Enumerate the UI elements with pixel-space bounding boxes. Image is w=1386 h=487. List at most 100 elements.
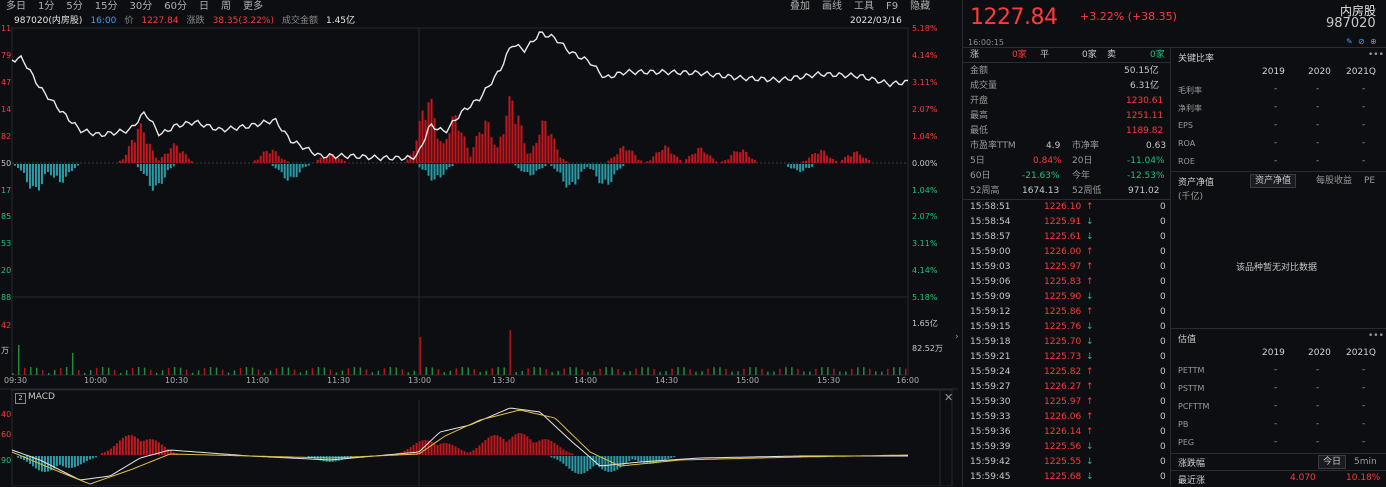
macd-bar: [76, 456, 79, 466]
flow-bar: [298, 164, 301, 173]
empty-cell: -: [1316, 383, 1320, 393]
edit-icon[interactable]: ✎: [1346, 37, 1353, 46]
flow-bar: [613, 164, 616, 175]
5min-button[interactable]: 5min: [1354, 457, 1377, 467]
link-icon[interactable]: ⊘: [1358, 37, 1365, 46]
up-arrow-icon: ↑: [1086, 247, 1094, 257]
today-button[interactable]: 今日: [1318, 455, 1347, 469]
tick-vol: 0: [1160, 397, 1166, 407]
flow-bar: [526, 164, 529, 172]
tab-5min[interactable]: 5分: [66, 1, 83, 12]
draw-line-button[interactable]: 画线: [822, 1, 842, 12]
flow-bar: [679, 159, 682, 163]
volume-bar: [455, 368, 458, 375]
eps-tab-button[interactable]: 每股收益: [1316, 176, 1353, 186]
nav-unit: (千亿): [1178, 192, 1204, 202]
flow-bar: [565, 164, 568, 188]
flow-bar: [712, 158, 715, 163]
tab-more[interactable]: 更多: [242, 1, 263, 12]
tick-time: 15:58:54: [970, 217, 1011, 227]
flow-bar: [268, 153, 271, 163]
fin-metric: 净利率: [1178, 104, 1202, 113]
volume-bar: [707, 368, 709, 375]
macd-bar: [610, 456, 613, 472]
tick-price: 1225.70: [1044, 337, 1082, 347]
flow-bar: [520, 125, 523, 163]
depth-down-vol: 0家: [1150, 50, 1165, 60]
pct-tick: 5.18%: [912, 24, 938, 33]
volume-bar: [137, 367, 140, 375]
volume-bar: [701, 371, 703, 375]
flow-bar: [532, 145, 535, 163]
macd-bar: [592, 456, 595, 467]
intraday-chart[interactable]: [0, 0, 958, 486]
flow-bar: [502, 134, 505, 163]
volume-bar: [329, 369, 332, 375]
flow-bar: [427, 164, 430, 176]
collapse-panel-icon[interactable]: ›: [955, 332, 959, 342]
macd-bar: [556, 445, 559, 455]
flow-bar: [493, 144, 496, 163]
time-tick: 10:00: [84, 376, 108, 385]
flow-bar: [130, 139, 133, 163]
up-arrow-icon: ↑: [1086, 277, 1094, 287]
overlay-button[interactable]: 叠加: [790, 1, 810, 12]
more-icon[interactable]: •••: [1368, 50, 1384, 60]
tab-15min[interactable]: 15分: [94, 1, 118, 12]
flow-bar: [580, 164, 583, 172]
flow-bar: [433, 118, 436, 163]
tools-button[interactable]: 工具: [854, 1, 874, 12]
pe-tab-button[interactable]: PE: [1364, 176, 1376, 186]
more-icon[interactable]: •••: [1368, 331, 1384, 341]
flow-bar: [547, 135, 550, 163]
flow-bar: [256, 159, 259, 163]
volume-bar: [389, 367, 392, 375]
vol-tick: 42: [1, 321, 12, 330]
empty-cell: -: [1274, 383, 1278, 393]
macd-bar: [565, 451, 568, 455]
macd-bar: [451, 444, 454, 455]
macd-bar: [589, 456, 592, 469]
down-arrow-icon: ↓: [1086, 472, 1094, 482]
flow-bar: [169, 164, 172, 169]
nav-tab-button[interactable]: 资产净值: [1250, 174, 1297, 188]
f9-button[interactable]: F9: [886, 1, 899, 12]
macd-param-button[interactable]: 2: [15, 393, 26, 404]
stat-label: 开盘: [970, 96, 989, 106]
tab-week[interactable]: 周: [220, 1, 231, 12]
tab-1min[interactable]: 1分: [38, 1, 55, 12]
tab-multi-day[interactable]: 多日: [6, 1, 26, 12]
flow-bar: [661, 149, 664, 163]
macd-bar: [64, 456, 67, 468]
flow-bar: [730, 154, 733, 163]
flow-bar: [166, 153, 169, 163]
macd-bar: [406, 449, 409, 455]
flow-bar: [73, 164, 76, 169]
tick-time: 15:59:30: [970, 397, 1011, 407]
flow-bar: [160, 157, 163, 163]
volume-bar: [377, 370, 380, 375]
flow-bar: [817, 153, 820, 163]
empty-cell: -: [1316, 401, 1320, 411]
macd-bar: [169, 450, 172, 455]
flow-bar: [25, 164, 28, 183]
tab-30min[interactable]: 30分: [129, 1, 153, 12]
macd-bar: [595, 456, 598, 466]
volume-bar: [593, 371, 595, 375]
macd-close-icon[interactable]: ✕: [944, 391, 954, 404]
pct-tick: 3.11%: [912, 239, 938, 248]
macd-bar: [628, 456, 631, 462]
flow-bar: [826, 155, 829, 163]
tab-day[interactable]: 日: [198, 1, 209, 12]
hide-button[interactable]: 隐藏: [910, 1, 931, 12]
flow-bar: [844, 156, 847, 163]
macd-bar: [670, 456, 673, 458]
flow-bar: [451, 116, 454, 163]
flow-bar: [319, 157, 322, 163]
bottom-v1: 4.070: [1290, 473, 1316, 483]
add-icon[interactable]: ⊕: [1370, 37, 1377, 46]
macd-bar: [553, 442, 556, 455]
hdivider: [1170, 328, 1386, 329]
tab-60min[interactable]: 60分: [164, 1, 187, 12]
macd-bar: [637, 456, 640, 462]
